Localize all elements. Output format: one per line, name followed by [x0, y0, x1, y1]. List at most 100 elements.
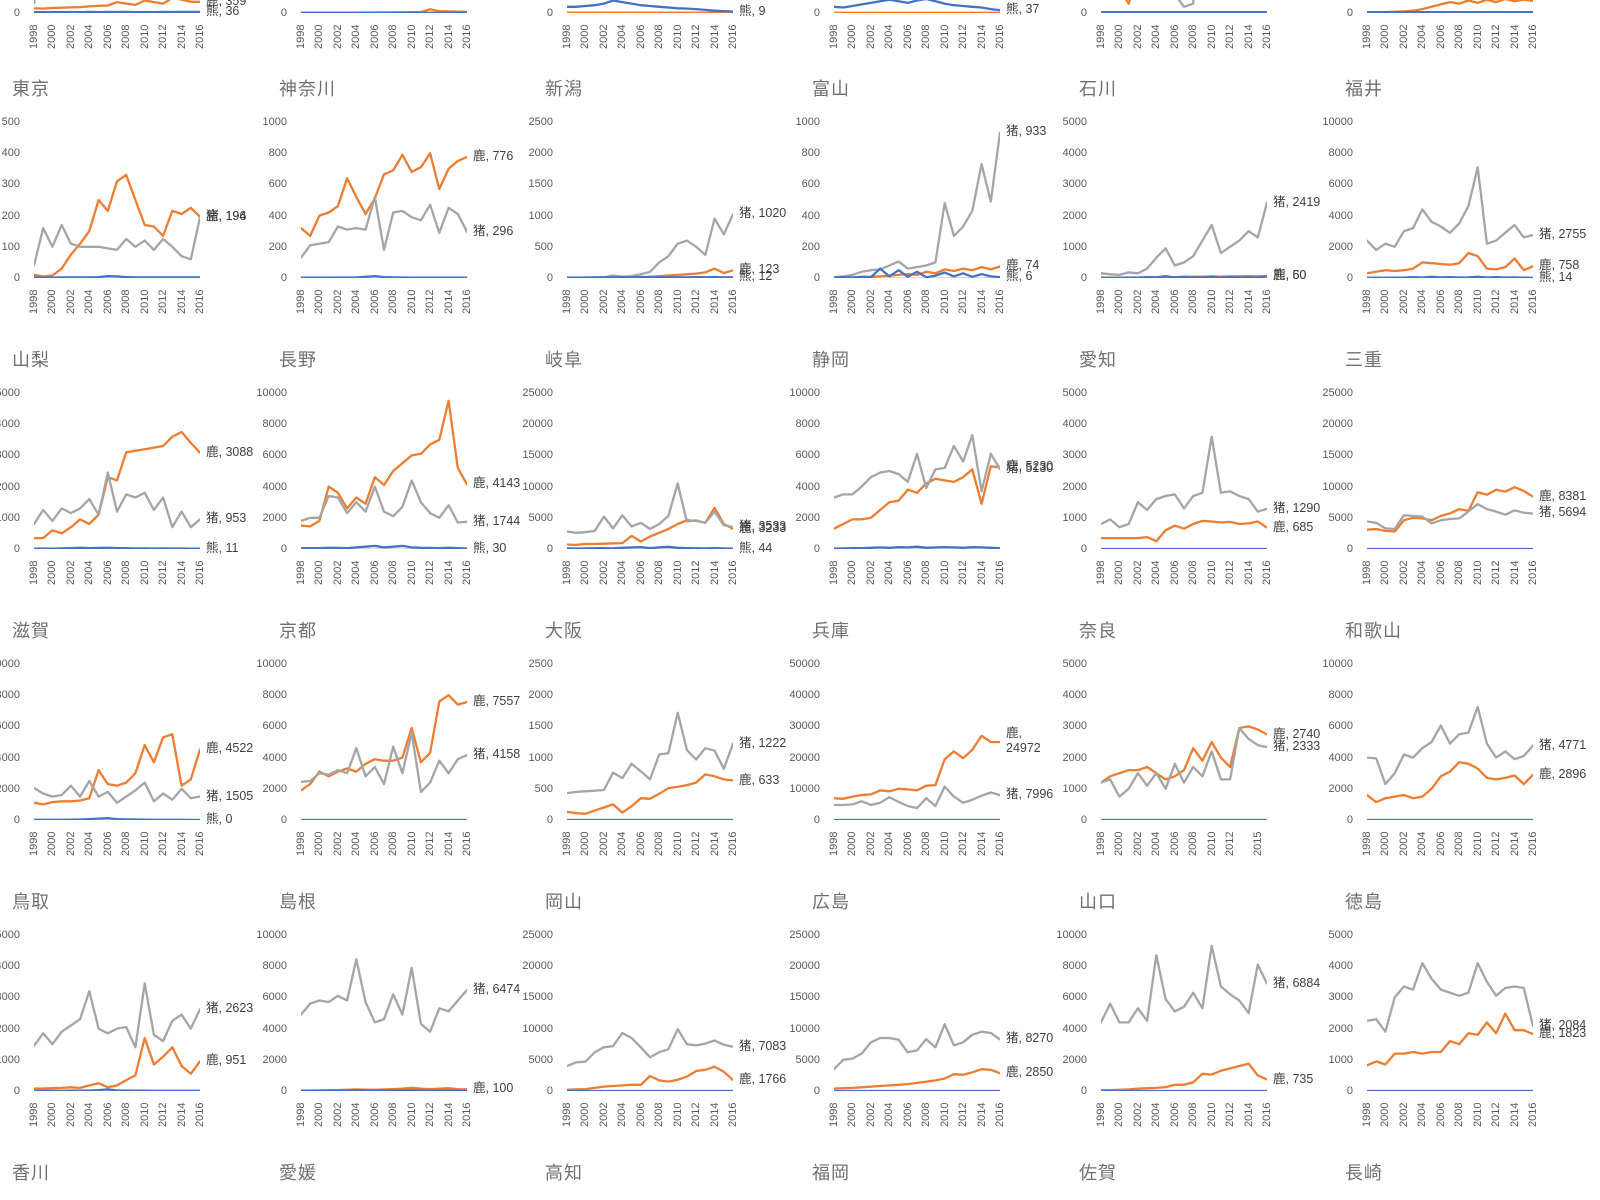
x-axis-tick-label: 2002 — [1397, 289, 1410, 314]
plot-area — [567, 213, 733, 278]
y-axis-tick-label: 6000 — [262, 720, 287, 733]
chart-title: 京都 — [279, 621, 317, 641]
series-line-deer — [567, 773, 733, 815]
plot-area — [567, 1028, 733, 1091]
x-axis-tick-label: 2002 — [1131, 831, 1144, 856]
series-end-label-boar: 猪, 6884 — [1273, 975, 1321, 990]
chart-title: 福岡 — [812, 1163, 850, 1183]
x-axis-tick-label: 1998 — [1095, 560, 1107, 585]
x-axis-tick-label: 2012 — [1490, 1102, 1503, 1127]
x-axis-tick-label: 2006 — [634, 560, 647, 585]
x-axis-tick-label: 2008 — [1187, 289, 1200, 314]
x-axis-tick-label: 1998 — [1361, 560, 1373, 585]
series-end-label-boar: 猪, 1290 — [1273, 500, 1321, 515]
series-end-label-boar: 猪, 2084 — [1539, 1017, 1587, 1032]
chart-title: 岡山 — [545, 892, 583, 912]
series-line-boar — [567, 482, 733, 534]
x-axis-tick-label: 2016 — [194, 560, 206, 585]
chart-愛知: 愛知 0 1000 2000 3000 4000 5000 1998 2000 2002 2004 2… — [1063, 336, 1334, 607]
series-line-boar — [567, 213, 733, 278]
y-axis-tick-label: 0 — [280, 272, 287, 284]
y-axis-tick-label: 5000 — [528, 511, 553, 524]
x-axis-tick-label: 2014 — [1242, 560, 1255, 585]
y-axis-tick-label: 4000 — [262, 480, 287, 493]
y-axis-tick-label: 15000 — [522, 991, 553, 1004]
x-axis-tick-label: 2012 — [1224, 831, 1237, 856]
series-end-label-bear: 熊, 30 — [473, 540, 507, 555]
plot-area — [34, 733, 200, 820]
x-axis-tick-label: 2008 — [1187, 831, 1200, 856]
y-axis-tick-label: 100 — [1, 240, 20, 253]
chart-神奈川: 神奈川 0 200 400 600 800 1000 1998 2000 2002 2004 2006… — [263, 65, 534, 336]
chart-石川: 石川 0 1000 2000 3000 4000 5000 1998 2000 2002 2004 2… — [1063, 65, 1334, 336]
x-axis-tick-label: 2004 — [883, 1102, 896, 1127]
series-line-boar — [34, 779, 200, 804]
chart-title: 東京 — [12, 79, 50, 99]
x-axis-tick-label: 2012 — [1490, 831, 1503, 856]
plot-area — [834, 433, 1000, 549]
y-axis-tick-label: 8000 — [1062, 960, 1087, 973]
x-axis-tick-label: 2016 — [1261, 289, 1273, 314]
series-line-deer — [567, 506, 733, 547]
x-axis-tick-label: 1998 — [295, 1102, 307, 1127]
y-axis-tick-label: 10000 — [256, 929, 287, 941]
series-line-boar — [34, 216, 200, 267]
x-axis-tick-label: 1998 — [28, 1102, 40, 1127]
chart-row0-col4: 0200400600800100019982000200220042006200… — [1067, 0, 1334, 71]
x-axis-tick-label: 2002 — [864, 831, 877, 856]
chart-title: 愛媛 — [279, 1163, 317, 1183]
y-axis-tick-label: 4000 — [795, 480, 820, 493]
x-axis-tick-label: 2010 — [405, 289, 418, 314]
x-axis-tick-label: 2002 — [331, 289, 344, 314]
x-axis-tick-label: 2008 — [387, 24, 400, 49]
plot-area — [567, 711, 733, 820]
chart-title: 兵庫 — [812, 621, 850, 641]
series-line-bear — [834, 267, 1000, 278]
x-axis-tick-label: 2014 — [1242, 24, 1255, 49]
x-axis-tick-label: 2002 — [1131, 289, 1144, 314]
y-axis-tick-label: 10000 — [1322, 658, 1353, 670]
y-axis-tick-label: 2000 — [1062, 1053, 1087, 1066]
series-line-deer — [1101, 1062, 1267, 1091]
x-axis-tick-label: 2012 — [690, 560, 703, 585]
series-line-bear — [301, 544, 467, 549]
chart-title: 長崎 — [1345, 1163, 1383, 1183]
x-axis-tick-label: 2016 — [1527, 289, 1539, 314]
x-axis-tick-label: 2002 — [1397, 24, 1410, 49]
x-axis-tick-label: 2004 — [83, 24, 96, 49]
y-axis-tick-label: 4000 — [1328, 209, 1353, 222]
x-axis-tick-label: 2000 — [846, 831, 859, 856]
x-axis-tick-label: 2012 — [424, 1102, 437, 1127]
series-end-label-boar: 猪, 6474 — [473, 982, 521, 996]
y-axis-tick-label: 8000 — [1328, 689, 1353, 702]
x-axis-tick-label: 1998 — [28, 24, 40, 49]
x-axis-tick-label: 2008 — [120, 560, 133, 585]
plot-area — [567, 0, 733, 13]
x-axis-tick-label: 2008 — [1187, 1102, 1200, 1127]
chart-東京: 東京 0 100 200 300 400 500 1998 2000 2002 2004 2006 20… — [0, 65, 267, 336]
y-axis-tick-label: 0 — [546, 1085, 553, 1097]
x-axis-tick-label: 2004 — [1150, 1102, 1163, 1127]
x-axis-tick-label: 2012 — [157, 560, 170, 585]
chart-広島: 広島 0 5000 10000 15000 20000 25000 1998 2000 2002 2… — [789, 878, 1067, 1149]
y-axis-tick-label: 5000 — [1062, 658, 1087, 670]
series-end-label-deer: 鹿, 2850 — [1006, 1065, 1054, 1080]
x-axis-tick-label: 2006 — [368, 831, 381, 856]
y-axis-tick-label: 5000 — [528, 1053, 553, 1066]
x-axis-tick-label: 2014 — [442, 24, 455, 49]
series-end-label-boar: 猪, 2419 — [1273, 194, 1321, 209]
x-axis-tick-label: 2004 — [616, 289, 629, 314]
x-axis-tick-label: 2016 — [727, 831, 739, 856]
series-line-deer — [34, 430, 200, 540]
y-axis-tick-label: 0 — [13, 1085, 20, 1097]
series-end-label-bear: 熊, 6 — [1006, 269, 1033, 284]
y-axis-tick-label: 25000 — [522, 929, 553, 941]
series-line-boar — [834, 1023, 1000, 1071]
y-axis-tick-label: 0 — [546, 543, 553, 555]
x-axis-tick-label: 2012 — [1224, 1102, 1237, 1127]
y-axis-tick-label: 0 — [1080, 272, 1087, 284]
y-axis-tick-label: 0 — [1346, 814, 1353, 826]
x-axis-tick-label: 2000 — [579, 831, 592, 856]
x-axis-tick-label: 2014 — [708, 560, 721, 585]
